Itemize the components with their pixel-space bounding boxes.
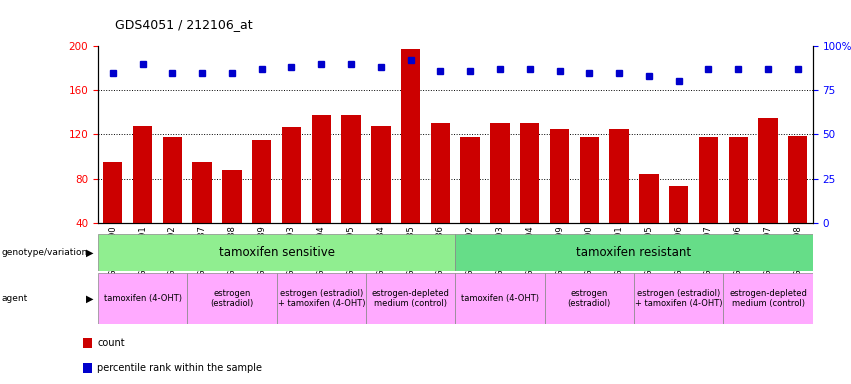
Bar: [98, 273, 187, 324]
Bar: [103, 162, 123, 223]
Bar: [455, 234, 813, 271]
Bar: [83, 362, 92, 372]
Bar: [460, 137, 480, 223]
Text: tamoxifen (4-OHT): tamoxifen (4-OHT): [461, 294, 539, 303]
Text: count: count: [97, 338, 125, 348]
Text: estrogen
(estradiol): estrogen (estradiol): [568, 289, 611, 308]
Bar: [788, 136, 808, 223]
Bar: [277, 273, 366, 324]
Text: estrogen (estradiol)
+ tamoxifen (4-OHT): estrogen (estradiol) + tamoxifen (4-OHT): [635, 289, 722, 308]
Bar: [98, 234, 455, 271]
Bar: [545, 273, 634, 324]
Bar: [580, 137, 599, 223]
Text: tamoxifen sensitive: tamoxifen sensitive: [219, 246, 334, 259]
Text: estrogen
(estradiol): estrogen (estradiol): [210, 289, 254, 308]
Text: ▶: ▶: [86, 293, 94, 304]
Bar: [133, 126, 152, 223]
Bar: [455, 273, 545, 324]
Bar: [490, 123, 510, 223]
Bar: [341, 114, 361, 223]
Text: estrogen (estradiol)
+ tamoxifen (4-OHT): estrogen (estradiol) + tamoxifen (4-OHT): [277, 289, 365, 308]
Bar: [520, 123, 540, 223]
Bar: [723, 273, 813, 324]
Bar: [728, 137, 748, 223]
Text: ▶: ▶: [86, 247, 94, 258]
Text: estrogen-depleted
medium (control): estrogen-depleted medium (control): [729, 289, 807, 308]
Text: genotype/variation: genotype/variation: [2, 248, 88, 257]
Bar: [192, 162, 212, 223]
Bar: [282, 127, 301, 223]
Bar: [639, 174, 659, 223]
Text: estrogen-depleted
medium (control): estrogen-depleted medium (control): [372, 289, 449, 308]
Text: tamoxifen (4-OHT): tamoxifen (4-OHT): [104, 294, 181, 303]
Bar: [252, 140, 271, 223]
Bar: [187, 273, 277, 324]
Bar: [222, 170, 242, 223]
Bar: [699, 137, 718, 223]
Bar: [758, 118, 778, 223]
Bar: [609, 129, 629, 223]
Text: agent: agent: [2, 294, 28, 303]
Bar: [366, 273, 455, 324]
Text: tamoxifen resistant: tamoxifen resistant: [576, 246, 692, 259]
Bar: [401, 50, 420, 223]
Bar: [371, 126, 391, 223]
Bar: [83, 338, 92, 348]
Bar: [163, 137, 182, 223]
Bar: [311, 114, 331, 223]
Bar: [431, 123, 450, 223]
Text: percentile rank within the sample: percentile rank within the sample: [97, 362, 262, 373]
Bar: [634, 273, 723, 324]
Bar: [669, 186, 688, 223]
Text: GDS4051 / 212106_at: GDS4051 / 212106_at: [115, 18, 253, 31]
Bar: [550, 129, 569, 223]
